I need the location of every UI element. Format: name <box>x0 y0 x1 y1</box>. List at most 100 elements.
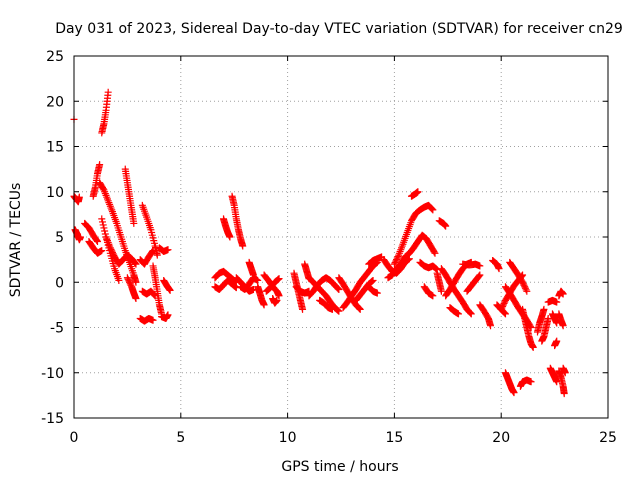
data-point <box>427 204 435 212</box>
data-point <box>108 247 116 255</box>
x-axis-title: GPS time / hours <box>281 459 398 475</box>
data-point <box>497 305 505 313</box>
data-point <box>125 277 133 285</box>
y-tick-label: -15 <box>41 411 64 427</box>
data-point <box>368 277 376 285</box>
data-point <box>96 161 104 169</box>
data-point <box>123 274 131 282</box>
data-point <box>101 227 109 235</box>
data-point <box>334 285 342 293</box>
data-point <box>99 185 107 193</box>
data-point <box>559 322 567 330</box>
data-point <box>437 287 445 295</box>
data-point <box>499 302 507 310</box>
data-point <box>368 278 376 286</box>
data-point <box>273 296 281 304</box>
data-point <box>131 259 139 267</box>
data-point <box>430 248 438 256</box>
data-point <box>500 299 508 307</box>
data-point <box>328 305 336 313</box>
data-point <box>104 88 112 96</box>
data-point <box>335 285 343 293</box>
data-point <box>132 260 140 268</box>
data-point <box>132 278 140 286</box>
data-point <box>334 307 342 315</box>
data-point <box>521 284 529 292</box>
data-point <box>130 219 138 227</box>
x-tick-label: 25 <box>599 430 617 446</box>
x-tick-label: 0 <box>70 430 79 446</box>
chart-title: Day 031 of 2023, Sidereal Day-to-day VTE… <box>55 21 623 37</box>
data-point <box>275 275 283 283</box>
plot-frame <box>73 55 609 419</box>
data-point <box>333 284 341 292</box>
x-tick-label: 10 <box>279 430 297 446</box>
data-point <box>561 369 569 377</box>
data-point <box>249 271 257 279</box>
data-point <box>93 238 101 246</box>
data-point <box>239 242 247 250</box>
data-point <box>99 221 107 229</box>
data-point <box>560 390 568 398</box>
data-point <box>335 307 343 315</box>
data-point <box>522 286 530 294</box>
data-point <box>476 271 484 279</box>
data-point <box>527 378 535 386</box>
data-point <box>521 283 529 291</box>
x-tick-label: 5 <box>176 430 185 446</box>
data-point <box>164 311 172 319</box>
data-point <box>544 314 552 322</box>
data-point <box>393 254 401 262</box>
data-point <box>393 256 401 264</box>
data-point <box>254 276 262 284</box>
data-point <box>164 246 172 254</box>
data-point <box>166 286 174 294</box>
data-point <box>333 306 341 314</box>
data-point <box>148 248 156 256</box>
y-tick-label: 5 <box>55 230 64 246</box>
data-point <box>355 304 363 312</box>
data-point <box>356 305 364 313</box>
y-axis-title: SDTVAR / TECUs <box>8 183 24 298</box>
data-point <box>98 247 106 255</box>
data-point <box>540 305 548 313</box>
data-point <box>529 343 537 351</box>
data-point <box>467 309 475 317</box>
data-point <box>274 275 282 283</box>
data-point <box>149 316 157 324</box>
data-point <box>356 305 364 313</box>
data-point <box>553 298 561 306</box>
data-point <box>498 304 506 312</box>
data-point <box>391 259 399 267</box>
data-point <box>369 276 377 284</box>
data-point <box>454 310 462 318</box>
data-point <box>115 276 123 284</box>
data-point <box>126 280 134 288</box>
data-point <box>107 245 115 253</box>
data-point <box>75 193 83 201</box>
y-tick-label: 10 <box>46 185 64 201</box>
data-point <box>501 309 509 317</box>
y-tick-label: 25 <box>46 49 64 65</box>
data-point <box>149 247 157 255</box>
data-point <box>260 301 268 309</box>
y-tick-label: 0 <box>55 275 64 291</box>
data-point <box>373 289 381 297</box>
data-point <box>299 305 307 313</box>
data-point <box>109 250 117 258</box>
data-point <box>76 233 84 241</box>
data-point <box>429 206 437 214</box>
data-point <box>392 257 400 265</box>
data-point <box>475 272 483 280</box>
data-point <box>559 290 567 298</box>
data-point <box>431 249 439 257</box>
data-point <box>106 244 114 252</box>
axis-ticks: 0 5 10 15 20 25 -15 -10 -5 0 5 10 15 20 25 <box>41 49 617 446</box>
data-point <box>394 253 402 261</box>
data-point <box>487 322 495 330</box>
y-tick-label: 20 <box>46 94 64 110</box>
data-point <box>124 275 132 283</box>
data-point <box>150 290 158 298</box>
data-points <box>70 88 569 398</box>
data-point <box>442 222 450 230</box>
